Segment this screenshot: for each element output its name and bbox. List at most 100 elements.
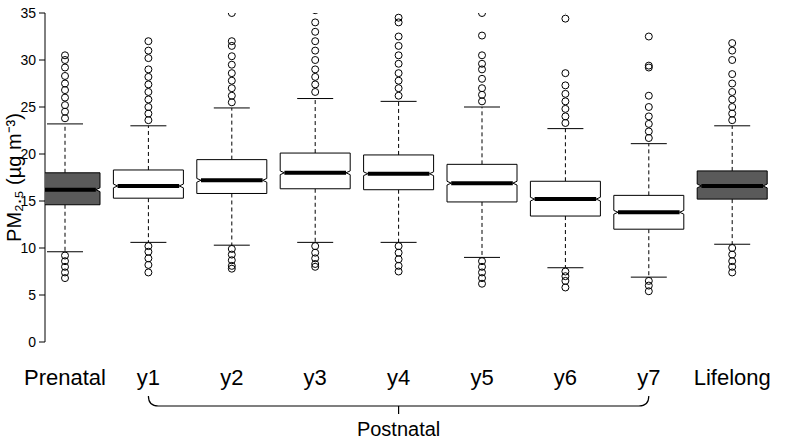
- outlier: [729, 80, 736, 87]
- outlier: [312, 263, 319, 270]
- whisker-upper: [565, 129, 566, 182]
- box: [447, 164, 517, 202]
- outlier: [62, 108, 69, 115]
- outlier: [395, 33, 402, 40]
- outlier: [479, 280, 486, 287]
- outlier: [228, 53, 235, 60]
- outlier: [145, 261, 152, 268]
- box: [45, 173, 100, 205]
- outlier: [562, 113, 569, 120]
- outlier: [62, 80, 69, 87]
- outlier: [312, 81, 319, 88]
- outlier: [645, 62, 652, 69]
- outlier: [395, 249, 402, 256]
- whisker-upper: [732, 126, 733, 171]
- y-tick-label: 25: [20, 99, 36, 115]
- outlier: [312, 28, 319, 35]
- box: [197, 160, 267, 194]
- x-tick-label: y6: [554, 365, 577, 390]
- outlier: [62, 115, 69, 122]
- outlier: [479, 52, 486, 59]
- outlier: [228, 77, 235, 84]
- outlier: [645, 135, 652, 142]
- outlier: [562, 90, 569, 97]
- y-tick: [39, 248, 45, 249]
- whisker-upper: [482, 107, 483, 164]
- y-tick: [39, 342, 45, 343]
- y-tick-label: 35: [20, 5, 36, 21]
- outlier: [395, 52, 402, 59]
- box: [530, 181, 600, 216]
- outlier: [145, 248, 152, 255]
- outlier: [228, 92, 235, 99]
- outlier: [479, 85, 486, 92]
- outlier: [145, 55, 152, 62]
- outlier: [312, 73, 319, 80]
- outlier: [145, 66, 152, 73]
- outlier: [562, 277, 569, 284]
- outlier: [228, 13, 235, 17]
- outlier: [645, 120, 652, 127]
- outlier: [62, 275, 69, 282]
- outlier: [145, 104, 152, 111]
- box: [614, 195, 684, 229]
- outlier: [562, 119, 569, 126]
- y-tick: [39, 13, 45, 14]
- outlier: [145, 81, 152, 88]
- outlier: [312, 57, 319, 64]
- whisker-lower: [398, 190, 399, 243]
- outlier: [729, 57, 736, 64]
- outlier: [145, 117, 152, 124]
- outlier: [645, 128, 652, 135]
- x-tick-label: y7: [637, 365, 660, 390]
- outlier: [228, 99, 235, 106]
- outlier: [395, 85, 402, 92]
- outlier: [395, 14, 402, 21]
- y-tick-label: 5: [28, 287, 36, 303]
- outlier: [645, 104, 652, 111]
- outlier: [312, 38, 319, 45]
- outlier: [645, 92, 652, 99]
- outlier: [312, 19, 319, 26]
- y-tick-label: 0: [28, 334, 36, 350]
- whisker-lower: [315, 189, 316, 243]
- outlier: [729, 71, 736, 78]
- outlier: [729, 110, 736, 117]
- outlier: [228, 70, 235, 77]
- box: [697, 171, 767, 199]
- whisker-upper: [648, 144, 649, 196]
- whisker-lower: [148, 198, 149, 242]
- y-tick: [39, 107, 45, 108]
- outlier: [729, 245, 736, 252]
- outlier: [145, 38, 152, 45]
- outlier: [729, 88, 736, 95]
- whisker-upper: [398, 101, 399, 155]
- outlier: [562, 70, 569, 77]
- median: [701, 184, 763, 188]
- outlier: [479, 91, 486, 98]
- y-tick: [39, 154, 45, 155]
- outlier: [645, 113, 652, 120]
- outlier: [562, 98, 569, 105]
- whisker-cap-upper: [631, 143, 667, 144]
- median: [535, 197, 597, 201]
- x-tick-label: y1: [137, 365, 160, 390]
- median: [451, 181, 513, 185]
- outlier: [479, 98, 486, 105]
- outlier: [62, 52, 69, 59]
- whisker-upper: [315, 99, 316, 154]
- whisker-upper: [231, 108, 232, 160]
- whisker-lower: [482, 202, 483, 257]
- outlier: [62, 94, 69, 101]
- outlier: [729, 47, 736, 54]
- outlier: [479, 60, 486, 67]
- median: [284, 171, 346, 175]
- whisker-cap-upper: [714, 125, 750, 126]
- x-tick-label: Lifelong: [694, 365, 771, 390]
- median: [118, 184, 180, 188]
- outlier: [228, 265, 235, 272]
- outlier: [729, 269, 736, 276]
- box: [280, 153, 350, 189]
- outlier: [395, 92, 402, 99]
- outlier: [562, 105, 569, 112]
